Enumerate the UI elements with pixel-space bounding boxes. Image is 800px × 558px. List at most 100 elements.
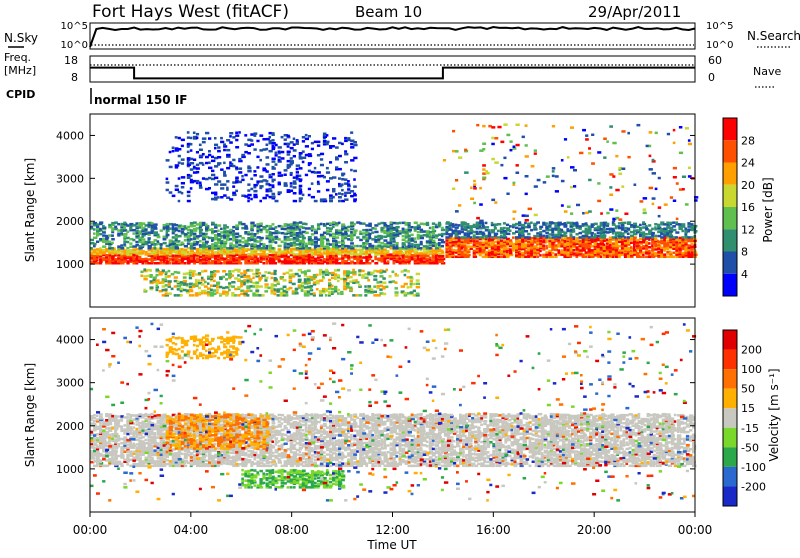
noise-tick-left-high: 10^5: [61, 21, 88, 32]
power-cell-upper: [256, 230, 259, 233]
power-cell-scatter: [516, 172, 520, 175]
power-cell-upper: [326, 246, 330, 249]
power-cell-scatter: [585, 134, 588, 137]
power-cell-main: [374, 262, 378, 265]
power-cell-far: [196, 137, 199, 140]
power-cell-upper-late: [588, 228, 592, 231]
power-cell-far: [353, 144, 357, 147]
power-cell-far: [290, 190, 293, 193]
power-cell-upper: [241, 237, 245, 240]
noise-tick-right-high: 10^5: [706, 21, 733, 32]
power-cell-far: [247, 152, 251, 155]
power-cell-scatter: [455, 150, 459, 153]
power-cell-near: [195, 279, 198, 282]
power-cell-near: [168, 275, 171, 278]
velocity-cell-main: [145, 447, 149, 450]
power-cell-near: [204, 270, 207, 273]
power-cell-upper-late: [458, 236, 461, 239]
power-cell-far: [208, 177, 211, 180]
power-cell-far: [320, 198, 323, 201]
power-cell-near: [337, 280, 340, 283]
power-cell-far: [247, 200, 250, 203]
velocity-cell-main: [132, 414, 135, 417]
power-cell-upper: [308, 236, 312, 239]
power-cell-upper: [241, 241, 244, 244]
power-cell-near: [364, 289, 367, 292]
power-cell-far: [259, 175, 263, 178]
power-cell-scatter: [649, 168, 653, 171]
power-cell-far: [223, 183, 226, 186]
power-cell-upper-late: [687, 228, 691, 231]
power-cell-far: [308, 170, 311, 173]
power-cell-far: [250, 133, 253, 136]
power-cell-near: [231, 281, 235, 284]
power-cell-upper: [278, 245, 282, 248]
power-cell-upper: [399, 222, 402, 225]
power-cell-main-late: [624, 245, 628, 248]
power-cell-far: [281, 136, 284, 139]
power-cell-main-late: [536, 256, 539, 259]
power-cell-far: [317, 154, 321, 157]
power-cell-near: [150, 286, 154, 289]
power-cell-near: [213, 270, 216, 273]
power-cell-upper: [199, 234, 203, 237]
power-cell-near: [198, 272, 201, 275]
power-cell-main: [154, 262, 158, 265]
power-cell-near: [204, 281, 207, 284]
power-cell-far: [235, 146, 239, 149]
power-cell-near: [349, 281, 352, 284]
power-cell-upper: [347, 229, 350, 232]
power-cell-upper: [296, 232, 300, 235]
power-cell-far: [187, 151, 190, 154]
power-cell-far: [290, 182, 293, 185]
power-cell-far: [266, 170, 269, 173]
power-cell-scatter: [443, 159, 446, 162]
power-cell-far: [259, 185, 263, 188]
power-cell-far: [302, 150, 305, 153]
power-cell-scatter: [621, 130, 625, 133]
power-cell-upper-late: [530, 229, 533, 232]
power-cell-main-late: [482, 256, 485, 259]
power-cell-far: [166, 181, 170, 184]
power-cell-near: [219, 286, 222, 289]
power-cell-upper: [235, 236, 238, 239]
power-cell-near: [228, 270, 231, 273]
power-cell-main: [123, 249, 126, 252]
power-cell-far: [256, 156, 259, 159]
velocity-cell-main: [157, 420, 160, 423]
power-cell-upper-late: [588, 225, 591, 228]
power-cell-far: [338, 196, 342, 199]
power-cell-main: [362, 251, 365, 254]
power-cell-near: [237, 294, 240, 297]
power-cell-upper: [272, 223, 275, 226]
power-cell-main-late: [654, 248, 658, 251]
power-cell-far: [217, 146, 220, 149]
power-cell-far: [223, 149, 226, 152]
power-cell-far: [247, 194, 251, 197]
velocity-cell-main: [145, 457, 149, 460]
power-cell-upper-late: [479, 231, 483, 234]
power-cell-near: [331, 288, 334, 291]
power-cell-upper: [223, 244, 226, 247]
power-cell-scatter: [516, 124, 520, 127]
power-cell-upper-late: [669, 222, 672, 225]
power-cell-upper: [250, 228, 253, 231]
power-cell-upper: [396, 233, 399, 236]
power-cell-main: [296, 255, 299, 257]
power-cell-upper-late: [639, 232, 642, 235]
power-cell-upper-late: [548, 236, 551, 239]
power-cell-near: [416, 286, 420, 289]
power-cell-upper-late: [485, 222, 488, 225]
power-cell-far: [208, 187, 211, 190]
power-cell-upper: [238, 239, 241, 242]
power-cell-main-late: [651, 245, 654, 248]
power-cell-near: [249, 281, 252, 284]
power-cell-upper: [377, 223, 380, 226]
power-cell-scatter: [673, 176, 677, 179]
power-cell-upper: [135, 222, 138, 225]
power-cell-main-late: [684, 247, 687, 250]
power-cell-near: [307, 270, 311, 273]
power-cell-far: [238, 131, 241, 134]
power-cell-upper: [172, 236, 176, 239]
